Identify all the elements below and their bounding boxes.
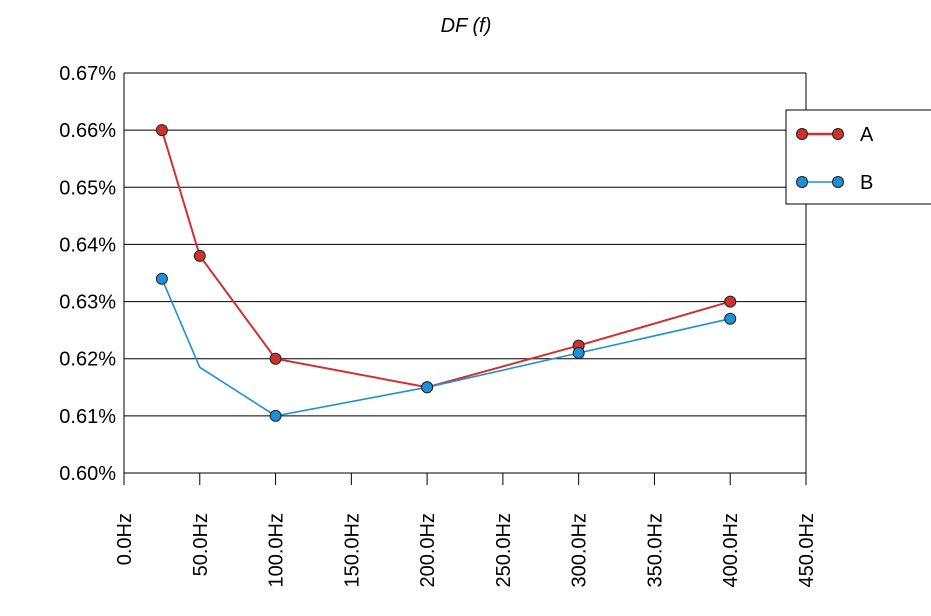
chart-title: DF (f): [441, 15, 492, 37]
x-tick-label: 400.0Hz: [720, 513, 742, 588]
legend-label: A: [860, 124, 874, 146]
x-tick-label: 50.0Hz: [190, 513, 212, 576]
data-series: [155, 124, 737, 422]
legend-marker: [832, 128, 844, 140]
legend-marker: [796, 128, 808, 140]
x-tick-label: 250.0Hz: [493, 513, 515, 588]
legend-label: B: [860, 172, 873, 194]
x-tick-label: 150.0Hz: [341, 513, 363, 588]
data-point-B: [269, 409, 282, 422]
y-tick-label: 0.64%: [59, 234, 116, 256]
series-line-A: [160, 129, 731, 389]
data-point-A: [724, 295, 737, 308]
gridlines: [124, 72, 806, 474]
data-point-A: [193, 249, 206, 262]
legend-marker: [832, 176, 844, 188]
x-tick-label: 300.0Hz: [569, 513, 591, 588]
data-point-A: [155, 124, 168, 137]
legend-item-A: A: [796, 124, 874, 146]
series-A: [155, 124, 737, 394]
y-tick-label: 0.65%: [59, 177, 116, 199]
series-line-B: [161, 278, 731, 417]
legend-box: [785, 109, 931, 205]
x-tick-label: 100.0Hz: [266, 513, 288, 588]
y-tick-label: 0.63%: [59, 292, 116, 314]
data-point-B: [155, 272, 168, 285]
y-tick-label: 0.61%: [59, 406, 116, 428]
data-point-A: [269, 352, 282, 365]
data-point-B: [572, 347, 585, 359]
x-tick-label: 350.0Hz: [644, 513, 666, 588]
x-tick-label: 450.0Hz: [796, 513, 818, 588]
data-point-B: [724, 312, 737, 325]
y-tick-label: 0.60%: [59, 463, 116, 485]
y-tick-label: 0.62%: [59, 349, 116, 371]
y-tick-label: 0.66%: [59, 120, 116, 142]
axes: [123, 73, 807, 485]
y-tick-label: 0.67%: [59, 63, 116, 85]
y-axis-tick-labels: 0.60% 0.61% 0.62% 0.63% 0.64% 0.65% 0.66% 0.67%: [59, 63, 116, 485]
x-tick-label: 200.0Hz: [417, 513, 439, 588]
x-axis-tick-labels: 0.0Hz 50.0Hz 100.0Hz 150.0Hz 200.0Hz 250.0Hz 3…: [114, 513, 818, 588]
data-point-B: [421, 381, 434, 394]
legend-marker: [796, 176, 808, 188]
x-tick-label: 0.0Hz: [114, 513, 136, 565]
legend-item-B: B: [796, 172, 873, 194]
legend: AB: [785, 109, 931, 205]
series-B: [155, 272, 737, 422]
